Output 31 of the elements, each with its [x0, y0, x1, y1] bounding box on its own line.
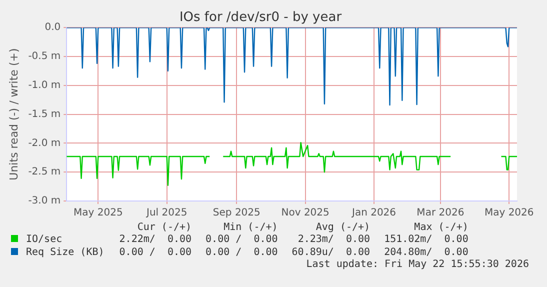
text: 2.22m/ 0.00	[118, 233, 192, 246]
x-tick-label: May 2026	[484, 208, 534, 219]
y-tick-label: -3.0 m	[28, 196, 61, 207]
y-axis-title: Units read (-) / write (+)	[7, 48, 20, 180]
y-tick-label: -2.0 m	[28, 138, 61, 149]
x-tick-label: Jan 2026	[350, 208, 396, 219]
text: 151.02m/ 0.00	[383, 233, 468, 246]
text: 2.23m/ 0.00	[296, 233, 370, 246]
text: 204.80m/ 0.00	[383, 246, 468, 259]
text: Max (-/+)	[413, 222, 468, 233]
x-tick-label: Mar 2026	[416, 208, 464, 219]
x-tick-label: Nov 2025	[281, 208, 330, 219]
y-tick-label: -1.5 m	[28, 108, 61, 120]
chart-title: IOs for /dev/sr0 - by year	[179, 10, 342, 26]
text: 0.00 / 0.00	[204, 246, 278, 259]
text: Cur (-/+)	[136, 222, 192, 233]
legend-label: IO/sec	[25, 233, 64, 246]
text: Last update: Fri May 22 15:55:30 2026	[305, 259, 530, 270]
text: 0.00 / 0.00	[118, 246, 192, 259]
text: Avg (-/+)	[314, 222, 370, 233]
y-tick-label: -1.0 m	[28, 80, 61, 91]
legend-label: Req Size (KB)	[25, 246, 106, 259]
y-tick-label: 0.0	[44, 22, 61, 34]
y-tick-label: -2.5 m	[28, 166, 61, 178]
x-tick-label: Jul 2025	[145, 208, 188, 219]
y-tick-label: -0.5 m	[28, 51, 61, 62]
text: 0.00 / 0.00	[204, 233, 278, 246]
text: Min (-/+)	[222, 222, 278, 233]
x-tick-label: Sep 2025	[212, 208, 260, 219]
text: 60.89u/ 0.00	[290, 246, 370, 259]
x-tick-label: May 2025	[74, 208, 123, 219]
